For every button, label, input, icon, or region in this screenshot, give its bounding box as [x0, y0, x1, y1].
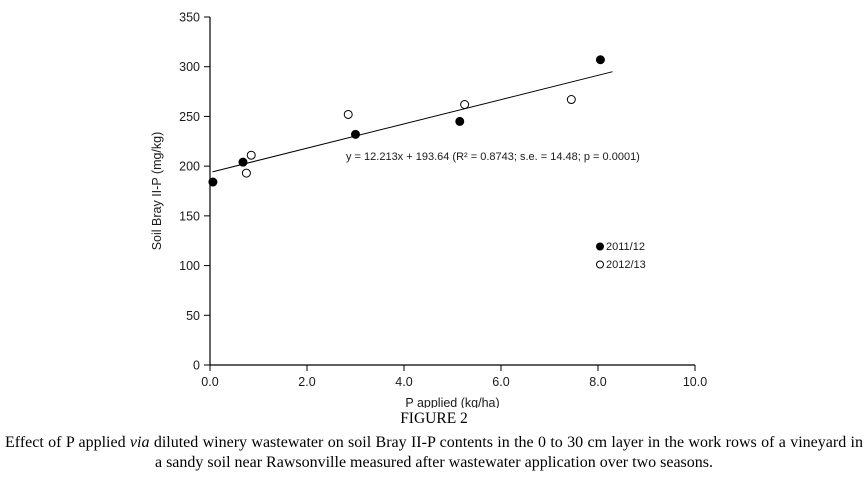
- figure-label: FIGURE 2: [400, 410, 468, 427]
- trend-line: [212, 71, 613, 173]
- x-tick-label: 10.0: [683, 375, 707, 389]
- y-tick-label: 300: [179, 60, 200, 74]
- y-tick-label: 150: [179, 209, 200, 223]
- caption-text-part2: diluted winery wastewater on soil Bray I…: [149, 434, 864, 472]
- figure-caption-text: Effect of P applied via diluted winery w…: [0, 433, 868, 474]
- x-tick-label: 4.0: [395, 375, 412, 389]
- figure-caption: FIGURE 2 Effect of P applied via diluted…: [0, 410, 868, 474]
- data-point-2012-13: [566, 95, 576, 105]
- legend-label-2011-12: 2011/12: [606, 241, 645, 253]
- y-axis-title: Soil Bray II-P (mg/kg): [150, 132, 164, 251]
- data-point-2011-12: [595, 55, 605, 65]
- x-tick-label: 8.0: [589, 375, 606, 389]
- data-point-2012-13: [241, 168, 251, 178]
- x-tick-label: 6.0: [492, 375, 509, 389]
- data-point-2012-13: [343, 109, 353, 119]
- y-tick-label: 250: [179, 110, 200, 124]
- legend-marker-2012-13: [596, 260, 604, 269]
- x-tick-label: 0.0: [201, 375, 218, 389]
- legend-label-2012-13: 2012/13: [606, 259, 646, 271]
- caption-text-part1: Effect of P applied: [5, 434, 130, 451]
- y-tick-label: 350: [179, 11, 200, 25]
- data-point-2011-12: [455, 116, 465, 126]
- trendline-equation: y = 12.213x + 193.64 (R² = 0.8743; s.e. …: [346, 151, 640, 163]
- x-axis-title: P applied (kg/ha): [405, 396, 499, 408]
- legend-marker-2011-12: [596, 242, 604, 251]
- data-point-2012-13: [246, 150, 256, 160]
- data-point-2012-13: [460, 99, 470, 109]
- data-point-2011-12: [351, 129, 360, 139]
- y-tick-label: 0: [193, 359, 200, 373]
- scatter-chart: 0 50 100 150 200 250 300 350 0.0 2.0 4.0 6.0 8.0 10.0…: [150, 11, 707, 409]
- x-tick-label: 2.0: [298, 375, 315, 389]
- data-point-2011-12: [208, 177, 218, 187]
- data-point-2011-12: [238, 157, 248, 167]
- caption-italic-word: via: [129, 434, 150, 451]
- y-tick-label: 50: [186, 309, 200, 323]
- y-tick-label: 200: [179, 160, 200, 174]
- y-tick-label: 100: [179, 259, 200, 273]
